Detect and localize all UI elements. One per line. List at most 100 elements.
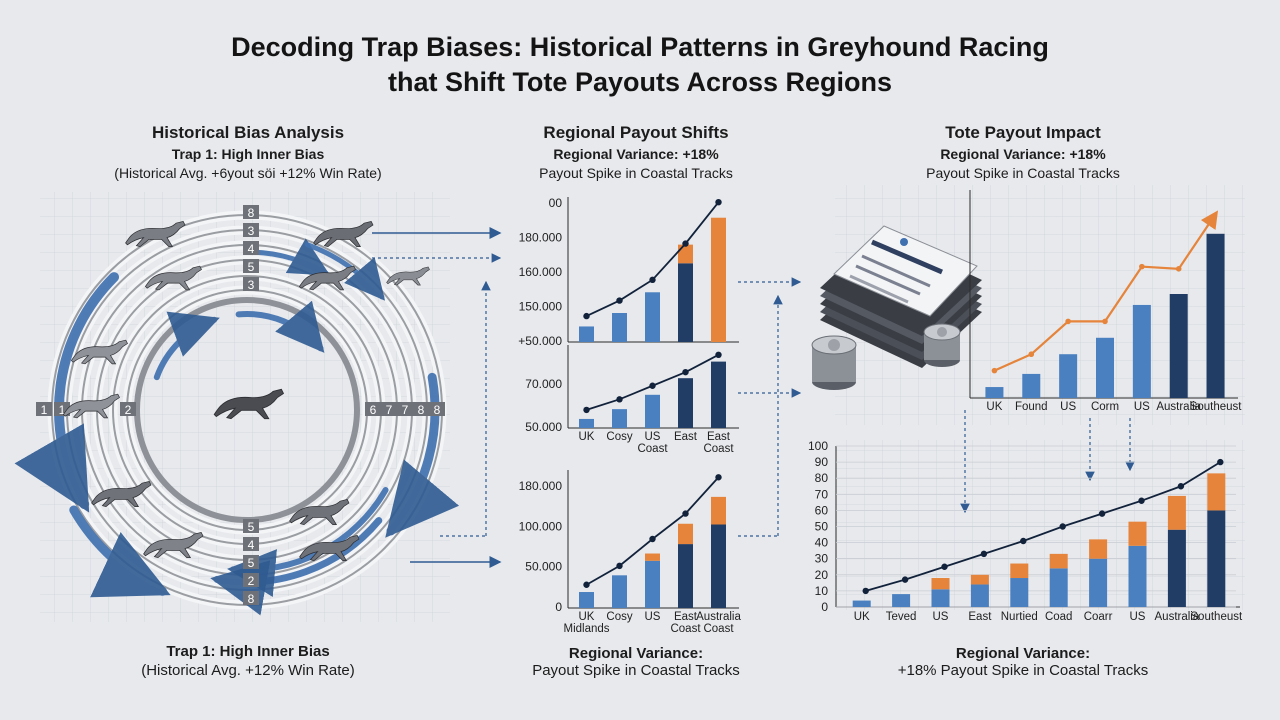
greyhound-body [70,339,128,365]
category-label: US [645,431,661,443]
trap-number-label: 2 [248,574,255,588]
greyhound-body [125,220,186,247]
category-label: Cosy [606,431,632,443]
trap-number-box [243,591,259,605]
trend-point [583,581,590,588]
bar [645,292,660,342]
category-label: Midlands [563,623,609,635]
y-tick-label: 100.000 [519,519,563,533]
y-tick-label: 70 [815,487,829,501]
bar [1128,545,1147,607]
bar-cap [1049,553,1068,569]
page-title-line-2: that Shift Tote Payouts Across Regions [387,67,893,97]
trap-number-box [243,537,259,551]
bar [678,263,693,342]
direction-arrow [304,242,386,301]
direction-arrow [14,272,120,513]
category-label: East [707,431,731,443]
chart-tote-bottom: 0 10 20 30 40 50 60 70 80 90 100 UK Teved US East Nurti… [808,439,1243,623]
trap-number-box [120,402,136,416]
bar-cap [711,496,726,525]
trend-point [941,563,948,570]
greyhound-icon [299,534,360,561]
y-tick-label: 80 [815,471,829,485]
bar [711,217,726,342]
greyhound-icon [125,220,186,247]
bar-cap [1089,539,1108,559]
category-label: Australia [1156,401,1201,413]
trend-point [583,312,590,320]
category-label: Found [1015,401,1048,413]
bar [985,387,1004,398]
greyhound-icon [143,531,204,558]
trap-number-label: 7 [386,403,393,417]
bar [1167,529,1186,607]
category-label: Coast [637,443,668,455]
trend-point [1059,523,1066,530]
trend-point [649,382,656,389]
category-label: East [674,611,698,623]
category-label: Australia [1155,611,1200,623]
trap-number-box [243,555,259,569]
bar [1022,373,1041,398]
y-tick-label: +50.000 [518,334,562,348]
bar-cap [678,244,693,264]
trend-point [715,351,722,359]
y-tick-label: 00 [549,196,563,210]
trend-point [1138,497,1145,504]
bar-cap [1010,563,1029,579]
greyhound-body [213,388,285,420]
trend-point [1065,318,1071,325]
bar [1010,578,1029,607]
bar [1059,354,1078,398]
greyhound-icon [62,393,120,419]
y-tick-label: 50.000 [525,420,562,434]
trap-number-label: 6 [370,403,377,417]
category-label: Corm [1091,401,1119,413]
connector-arrows [372,227,1135,568]
bar-cap [1128,521,1147,546]
trap-number-box [381,402,397,416]
greyhound-body [299,534,360,561]
category-label: US [1130,611,1146,623]
bar [970,584,989,607]
greyhound-icon [70,339,128,365]
direction-arrow [235,300,325,353]
greyhound-body [298,265,356,291]
category-label: Coad [1045,611,1073,623]
trend-point [1098,510,1106,517]
category-label: Nurtied [1001,611,1038,623]
bar [612,409,627,428]
tote-footer-note: +18% Payout Spike in Coastal Tracks [897,662,1149,679]
bar [711,361,726,428]
trap-number-label: 3 [248,278,255,292]
regional-note: Payout Spike in Coastal Tracks [539,165,733,181]
trend-point [1020,537,1027,545]
y-tick-label: 100 [808,439,828,453]
direction-arrow [385,372,460,538]
bar-cap [931,578,950,590]
chart-regional-top: 00 180.000 160.000 150.000 +50.000 [518,196,739,348]
trend-point [649,276,656,284]
direction-arrow [153,311,220,381]
greyhound-icon [213,388,285,420]
trend-point [991,367,998,374]
bar-cap [1207,473,1226,511]
regional-heading: Regional Payout Shifts [543,123,729,142]
trend-point [980,550,988,558]
bar [711,524,726,608]
y-tick-label: 10 [815,584,829,598]
tote-heading: Tote Payout Impact [945,123,1101,142]
category-label: UK [579,431,595,443]
direction-arrow [69,505,171,598]
y-tick-label: 180.000 [519,479,563,493]
trend-point [1102,318,1108,325]
trend-point [649,535,656,543]
tote-footer-title: Regional Variance: [955,645,1091,662]
trap-number-box [243,573,259,587]
category-label: US [933,611,949,623]
bar [645,560,660,608]
